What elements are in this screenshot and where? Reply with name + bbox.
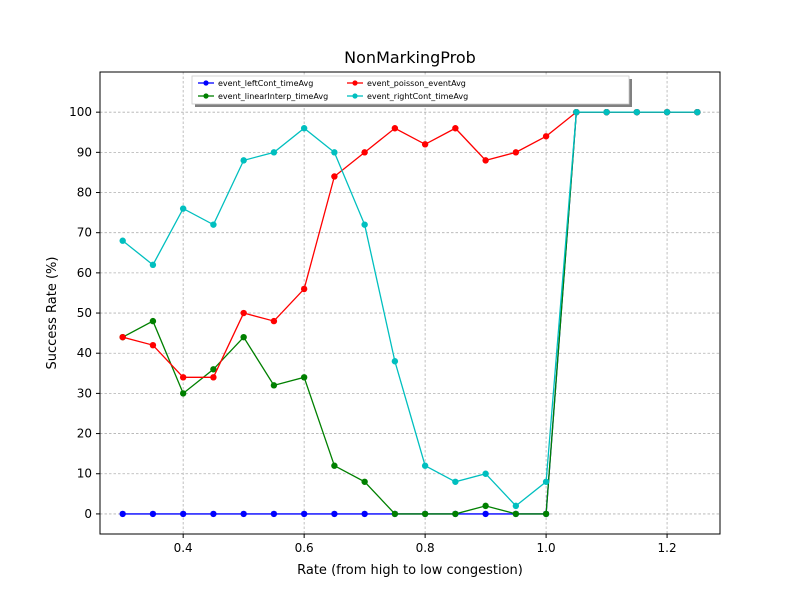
y-tick-label: 60: [77, 266, 92, 280]
data-point: [482, 470, 489, 477]
legend-entry: event_leftCont_timeAvg: [198, 79, 313, 88]
data-point: [270, 382, 278, 389]
y-axis-title: Success Rate (%): [45, 257, 60, 370]
data-point: [331, 149, 338, 156]
data-point: [421, 462, 429, 469]
data-point: [542, 478, 550, 485]
y-tick-label: 100: [69, 105, 92, 119]
data-point: [240, 333, 247, 341]
data-point: [694, 108, 701, 116]
data-point: [331, 173, 338, 180]
data-point: [210, 374, 217, 381]
data-point: [210, 366, 217, 373]
data-point: [240, 157, 247, 164]
data-point: [361, 478, 368, 485]
chart-title: NonMarkingProb: [344, 48, 476, 67]
data-point: [361, 221, 368, 228]
data-point: [149, 317, 157, 325]
y-tick-label: 30: [77, 386, 92, 400]
data-point: [149, 341, 157, 349]
data-point: [300, 125, 308, 132]
legend-label: event_poisson_eventAvg: [367, 79, 466, 88]
data-point: [452, 510, 459, 518]
data-point: [421, 141, 429, 148]
data-point: [603, 108, 610, 116]
legend-box: [191, 75, 630, 105]
y-tick-label: 0: [84, 507, 92, 521]
x-tick-label: 1.0: [537, 541, 556, 555]
data-point: [391, 125, 399, 132]
data-point: [512, 149, 520, 156]
data-point: [270, 149, 278, 156]
data-point: [300, 374, 308, 381]
data-point: [633, 108, 641, 116]
data-point: [452, 478, 459, 485]
legend-swatch-marker: [352, 93, 358, 99]
data-point: [542, 133, 550, 140]
y-tick-label: 40: [77, 346, 92, 360]
legend-swatch-marker: [203, 93, 209, 99]
data-point: [512, 502, 520, 510]
legend-entry: event_rightCont_timeAvg: [347, 92, 468, 101]
data-point: [240, 309, 247, 317]
y-tick-label: 80: [77, 186, 92, 200]
data-point: [573, 108, 580, 116]
data-point: [210, 221, 217, 228]
data-point: [300, 285, 308, 293]
data-point: [149, 510, 157, 518]
data-point: [270, 317, 278, 325]
legend-entry: event_poisson_eventAvg: [347, 79, 466, 88]
plot-area-frame: [99, 71, 721, 535]
data-point: [179, 374, 187, 381]
y-tick-label: 20: [77, 427, 92, 441]
series-event_rightCont_timeAvg: [119, 108, 701, 510]
x-tick-label: 1.2: [658, 541, 677, 555]
legend-label: event_linearInterp_timeAvg: [218, 92, 328, 101]
data-point: [361, 510, 368, 518]
x-tick-label: 0.4: [174, 541, 193, 555]
legend-entry: event_linearInterp_timeAvg: [198, 92, 328, 101]
legend-label: event_leftCont_timeAvg: [218, 79, 313, 88]
data-point: [421, 510, 429, 518]
legend: event_leftCont_timeAvg event_linearInterp…: [191, 75, 632, 107]
data-point: [663, 108, 671, 116]
legend-swatch-marker: [203, 80, 209, 86]
data-point: [179, 390, 187, 397]
data-point: [119, 237, 126, 244]
data-point: [210, 510, 217, 518]
y-tick-label: 70: [77, 226, 92, 240]
data-point: [452, 125, 459, 132]
data-point: [361, 149, 368, 156]
data-point: [482, 157, 489, 164]
data-point: [331, 510, 338, 518]
data-point: [119, 333, 126, 341]
x-tick-label: 0.8: [416, 541, 435, 555]
x-tick-label: 0.6: [295, 541, 314, 555]
data-point: [119, 510, 126, 518]
data-point: [391, 358, 399, 365]
y-tick-label: 10: [77, 467, 92, 481]
data-point: [331, 462, 338, 469]
data-point: [482, 510, 489, 518]
data-point: [179, 510, 187, 518]
x-axis-title: Rate (from high to low congestion): [297, 563, 523, 578]
data-point: [300, 510, 308, 518]
legend-swatch-marker: [352, 80, 358, 86]
data-point: [270, 510, 278, 518]
data-point: [482, 502, 489, 510]
data-point: [179, 205, 187, 212]
data-point: [149, 261, 157, 269]
legend-label: event_rightCont_timeAvg: [367, 92, 468, 101]
series-line: [122, 111, 698, 507]
data-point: [240, 510, 247, 518]
data-point: [512, 510, 520, 518]
data-point: [542, 510, 550, 518]
y-tick-label: 90: [77, 145, 92, 159]
data-point: [391, 510, 399, 518]
y-tick-label: 50: [77, 306, 92, 320]
